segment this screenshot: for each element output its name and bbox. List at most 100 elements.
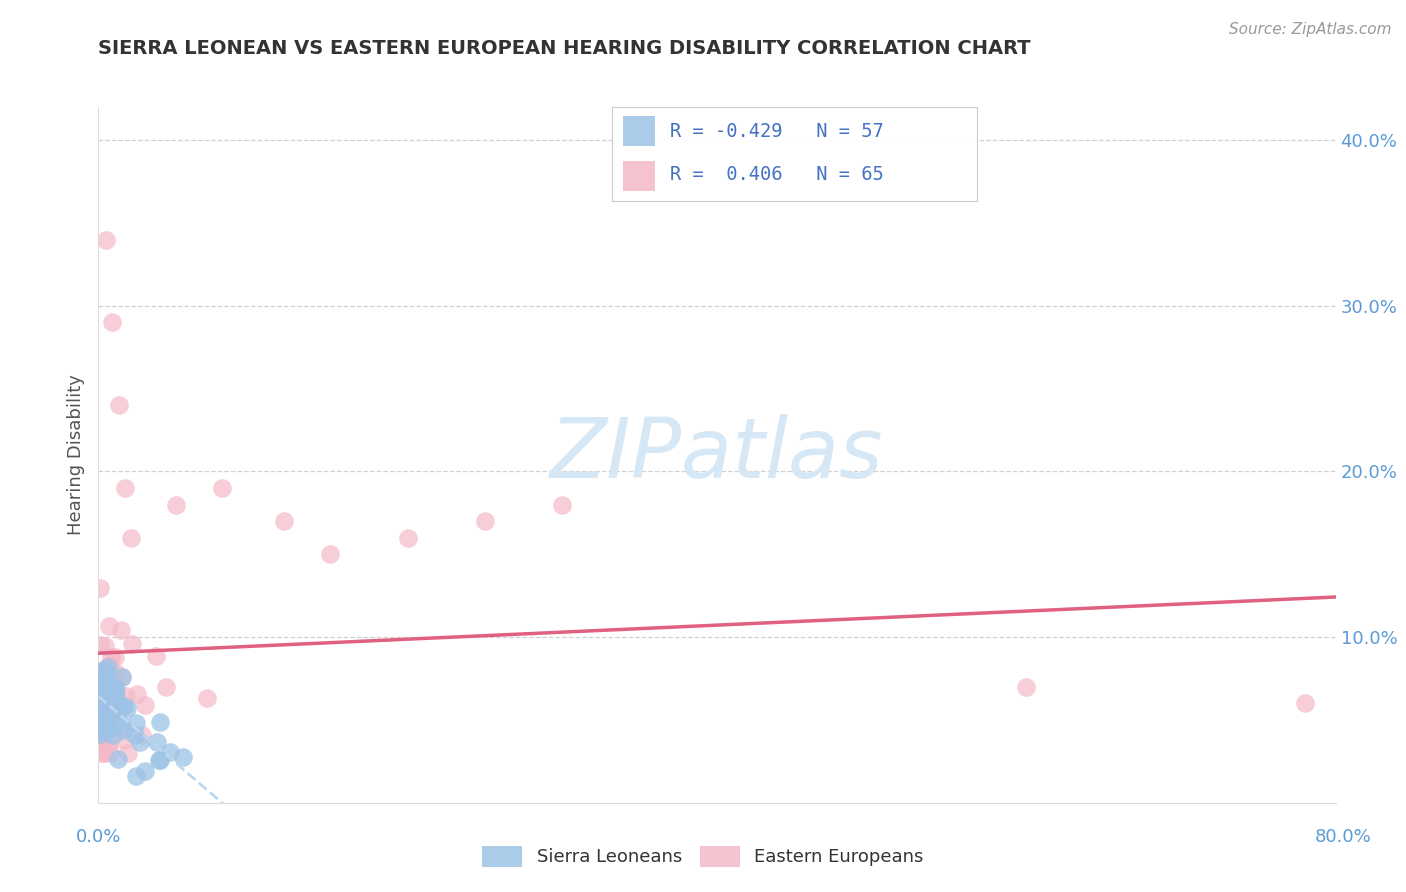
Point (89, 699, 111, 714)
Point (108, 698, 131, 712)
Point (128, 734, 150, 748)
Point (149, 715, 172, 730)
Point (111, 670, 134, 684)
Point (115, 700, 138, 714)
Point (149, 753, 172, 767)
Point (97, 687, 120, 701)
Point (98, 701, 121, 715)
Text: 0.0%: 0.0% (76, 828, 121, 846)
Point (131, 728, 153, 742)
Point (96, 697, 118, 711)
Point (101, 315, 124, 329)
Point (474, 514, 496, 528)
Point (101, 701, 124, 715)
Point (121, 637, 143, 651)
Point (112, 723, 135, 738)
Point (117, 746, 139, 760)
Text: Source: ZipAtlas.com: Source: ZipAtlas.com (1229, 22, 1392, 37)
Point (96, 718, 118, 732)
Point (94, 669, 117, 683)
Point (103, 697, 125, 711)
Point (89, 692, 111, 706)
Bar (623, 116, 655, 146)
Point (100, 746, 122, 760)
Point (94, 639, 117, 653)
Point (108, 700, 131, 714)
Point (104, 687, 127, 701)
Text: ZIPatlas: ZIPatlas (550, 415, 884, 495)
Point (98, 683, 121, 698)
Point (104, 682, 127, 697)
Point (91, 703, 114, 717)
Point (94, 712, 117, 726)
Point (96, 695, 118, 709)
Point (112, 698, 135, 713)
Point (104, 693, 127, 707)
Text: SIERRA LEONEAN VS EASTERN EUROPEAN HEARING DISABILITY CORRELATION CHART: SIERRA LEONEAN VS EASTERN EUROPEAN HEARI… (98, 39, 1031, 58)
Point (107, 703, 129, 717)
Point (89, 690, 111, 704)
Point (100, 679, 122, 693)
Legend: Sierra Leoneans, Eastern Europeans: Sierra Leoneans, Eastern Europeans (475, 838, 931, 874)
Point (273, 514, 295, 528)
Point (115, 690, 138, 704)
Point (101, 728, 124, 742)
Point (93, 718, 115, 732)
Point (91, 721, 114, 735)
Point (91, 683, 114, 698)
Point (125, 687, 148, 701)
Point (120, 531, 142, 545)
Point (89, 705, 111, 719)
Point (93, 704, 115, 718)
Point (211, 481, 233, 495)
Point (172, 749, 194, 764)
Point (98, 693, 121, 707)
Point (105, 665, 128, 680)
Point (94, 676, 117, 690)
Point (93, 692, 115, 706)
Bar (623, 161, 655, 191)
Text: 80.0%: 80.0% (1315, 828, 1371, 846)
Point (89, 727, 111, 741)
Point (96, 660, 118, 674)
Point (134, 764, 156, 778)
Point (134, 698, 156, 713)
Point (105, 687, 128, 701)
Point (148, 753, 170, 767)
Point (94, 665, 117, 679)
Point (1015, 680, 1038, 694)
Point (159, 745, 181, 759)
Point (100, 688, 122, 702)
Point (110, 624, 132, 638)
Point (195, 691, 218, 706)
Point (100, 650, 122, 665)
Point (89, 704, 111, 718)
Point (97, 660, 120, 674)
Point (96, 233, 118, 247)
Point (146, 735, 169, 749)
Text: R =  0.406   N = 65: R = 0.406 N = 65 (671, 165, 884, 184)
Point (97, 705, 120, 719)
Point (110, 717, 132, 731)
Point (100, 691, 122, 706)
Point (94, 724, 117, 739)
Point (97, 736, 120, 750)
Point (165, 498, 187, 512)
Point (93, 706, 115, 720)
Point (89, 726, 111, 740)
Point (94, 667, 117, 681)
Point (111, 670, 134, 684)
Point (97, 701, 120, 715)
Point (93, 746, 115, 760)
Y-axis label: Hearing Disability: Hearing Disability (66, 375, 84, 535)
Point (91, 672, 114, 686)
Point (94, 686, 117, 700)
Point (145, 648, 167, 663)
Point (104, 650, 127, 665)
Point (124, 715, 146, 730)
Text: R = -0.429   N = 57: R = -0.429 N = 57 (671, 122, 884, 141)
Point (89, 581, 111, 595)
Point (396, 531, 419, 545)
Point (319, 547, 342, 561)
Point (96, 737, 118, 751)
